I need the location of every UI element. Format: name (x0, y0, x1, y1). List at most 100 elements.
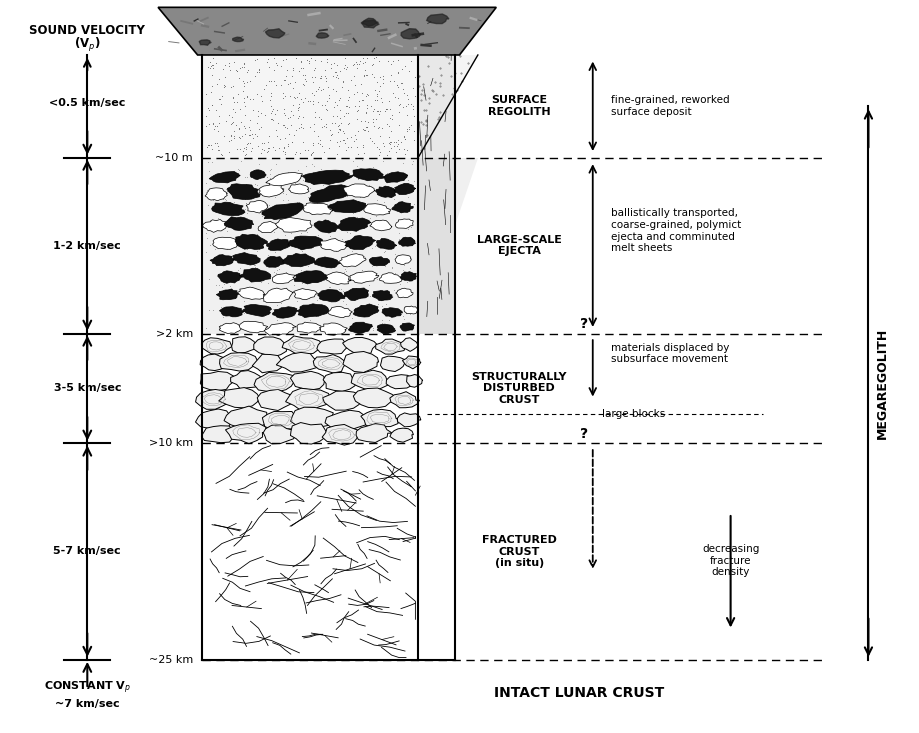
Polygon shape (356, 424, 392, 443)
Point (208, 243, 222, 255)
Point (264, 100, 278, 111)
Point (251, 303, 266, 314)
Point (267, 191, 282, 203)
Point (400, 144, 414, 155)
Point (279, 54, 294, 65)
Point (206, 194, 221, 206)
Polygon shape (211, 202, 245, 216)
Point (384, 125, 399, 137)
Point (286, 100, 301, 111)
Point (259, 56, 274, 68)
Point (215, 63, 230, 75)
Polygon shape (361, 21, 380, 28)
Point (240, 137, 255, 149)
Polygon shape (353, 388, 398, 408)
Point (308, 62, 323, 74)
Point (355, 264, 369, 276)
Point (250, 105, 265, 117)
Point (371, 108, 386, 119)
Point (319, 199, 334, 211)
Point (238, 122, 253, 134)
Polygon shape (219, 388, 260, 408)
Point (301, 268, 316, 280)
Point (391, 106, 406, 118)
Text: FRACTURED
CRUST
(in situ): FRACTURED CRUST (in situ) (482, 535, 557, 568)
Point (272, 142, 287, 154)
Point (392, 98, 407, 110)
Point (337, 137, 352, 149)
Point (326, 84, 341, 95)
Point (311, 206, 325, 218)
Point (304, 147, 319, 158)
Point (319, 73, 334, 84)
Point (250, 228, 265, 240)
Point (233, 155, 248, 167)
Polygon shape (254, 372, 296, 391)
Point (355, 87, 369, 99)
Point (357, 147, 371, 158)
Point (225, 81, 240, 92)
Point (345, 312, 359, 324)
Point (235, 85, 250, 97)
Point (199, 246, 213, 258)
Point (320, 95, 335, 107)
Polygon shape (362, 18, 379, 26)
Point (289, 52, 303, 64)
Point (254, 121, 268, 133)
Point (367, 137, 381, 149)
Point (359, 121, 374, 133)
Point (212, 286, 227, 298)
Point (274, 215, 289, 226)
Point (200, 139, 215, 151)
Point (312, 301, 326, 312)
Point (264, 107, 278, 119)
Text: 3-5 km/sec: 3-5 km/sec (53, 383, 121, 394)
Point (335, 323, 350, 335)
Point (199, 110, 213, 122)
Point (234, 130, 249, 142)
Point (232, 122, 246, 133)
Text: fine-grained, reworked
surface deposit: fine-grained, reworked surface deposit (611, 95, 730, 117)
Polygon shape (202, 219, 229, 232)
Point (219, 115, 233, 127)
Point (366, 117, 380, 128)
Point (374, 284, 389, 296)
Point (330, 287, 345, 299)
Point (357, 124, 372, 136)
Point (229, 319, 244, 331)
Point (348, 282, 363, 294)
Point (311, 306, 325, 318)
Point (381, 137, 396, 149)
Point (340, 133, 355, 144)
Polygon shape (263, 425, 296, 444)
Point (230, 192, 244, 204)
Point (397, 130, 412, 142)
Point (216, 193, 231, 205)
Point (211, 92, 226, 104)
Point (345, 245, 359, 257)
Point (252, 243, 267, 255)
Point (309, 310, 323, 322)
Point (337, 259, 352, 270)
Point (310, 301, 324, 312)
Point (307, 106, 322, 118)
Point (357, 125, 371, 136)
Point (267, 52, 282, 64)
Point (284, 105, 299, 117)
Point (393, 136, 408, 148)
Point (291, 100, 306, 112)
Point (406, 198, 421, 210)
Point (387, 248, 402, 260)
Point (315, 140, 330, 152)
Point (354, 78, 369, 90)
Polygon shape (290, 372, 324, 390)
Polygon shape (382, 308, 403, 317)
Point (294, 224, 309, 235)
Point (226, 196, 241, 208)
Point (362, 180, 377, 191)
Polygon shape (264, 257, 284, 268)
Point (209, 279, 223, 291)
Point (349, 160, 364, 172)
Point (302, 318, 317, 330)
Point (244, 233, 258, 245)
